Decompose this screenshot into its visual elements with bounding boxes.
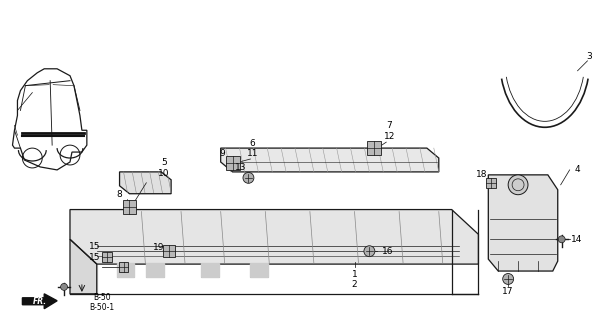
Text: 15: 15 [89, 253, 101, 262]
Text: 4: 4 [575, 165, 581, 174]
Bar [102, 252, 111, 262]
Text: B-50: B-50 [93, 293, 110, 302]
Text: 16: 16 [381, 247, 393, 256]
Text: 13: 13 [235, 164, 246, 172]
Text: 15: 15 [89, 242, 101, 251]
Text: 2: 2 [352, 280, 358, 289]
Circle shape [508, 175, 528, 195]
Text: 10: 10 [159, 169, 170, 178]
Bar [163, 245, 175, 257]
Bar [119, 262, 129, 272]
Polygon shape [23, 294, 57, 309]
Text: 11: 11 [247, 148, 258, 157]
Bar [367, 141, 381, 155]
Text: 17: 17 [502, 287, 514, 296]
Polygon shape [70, 210, 479, 264]
Text: 5: 5 [162, 158, 167, 167]
Bar [226, 156, 240, 170]
Text: B-50-1: B-50-1 [89, 303, 114, 312]
Polygon shape [488, 175, 558, 271]
Polygon shape [117, 263, 135, 277]
Bar [123, 200, 136, 213]
Text: 8: 8 [117, 190, 122, 199]
Bar [486, 178, 496, 188]
Circle shape [502, 274, 514, 284]
Text: FR.: FR. [33, 297, 47, 306]
Polygon shape [147, 263, 164, 277]
Text: 9: 9 [220, 148, 225, 157]
Text: 18: 18 [476, 170, 487, 180]
Circle shape [558, 236, 565, 243]
Circle shape [243, 172, 254, 183]
Text: 1: 1 [352, 269, 358, 278]
Polygon shape [250, 263, 268, 277]
Text: 19: 19 [153, 243, 164, 252]
Circle shape [364, 246, 375, 257]
Text: 3: 3 [586, 52, 592, 61]
Polygon shape [70, 239, 97, 294]
Polygon shape [221, 148, 439, 172]
Polygon shape [201, 263, 219, 277]
Text: 14: 14 [571, 235, 582, 244]
Text: 7: 7 [386, 121, 392, 130]
Text: 12: 12 [383, 132, 395, 141]
Circle shape [61, 284, 67, 290]
Text: 6: 6 [250, 139, 255, 148]
Polygon shape [120, 172, 171, 194]
